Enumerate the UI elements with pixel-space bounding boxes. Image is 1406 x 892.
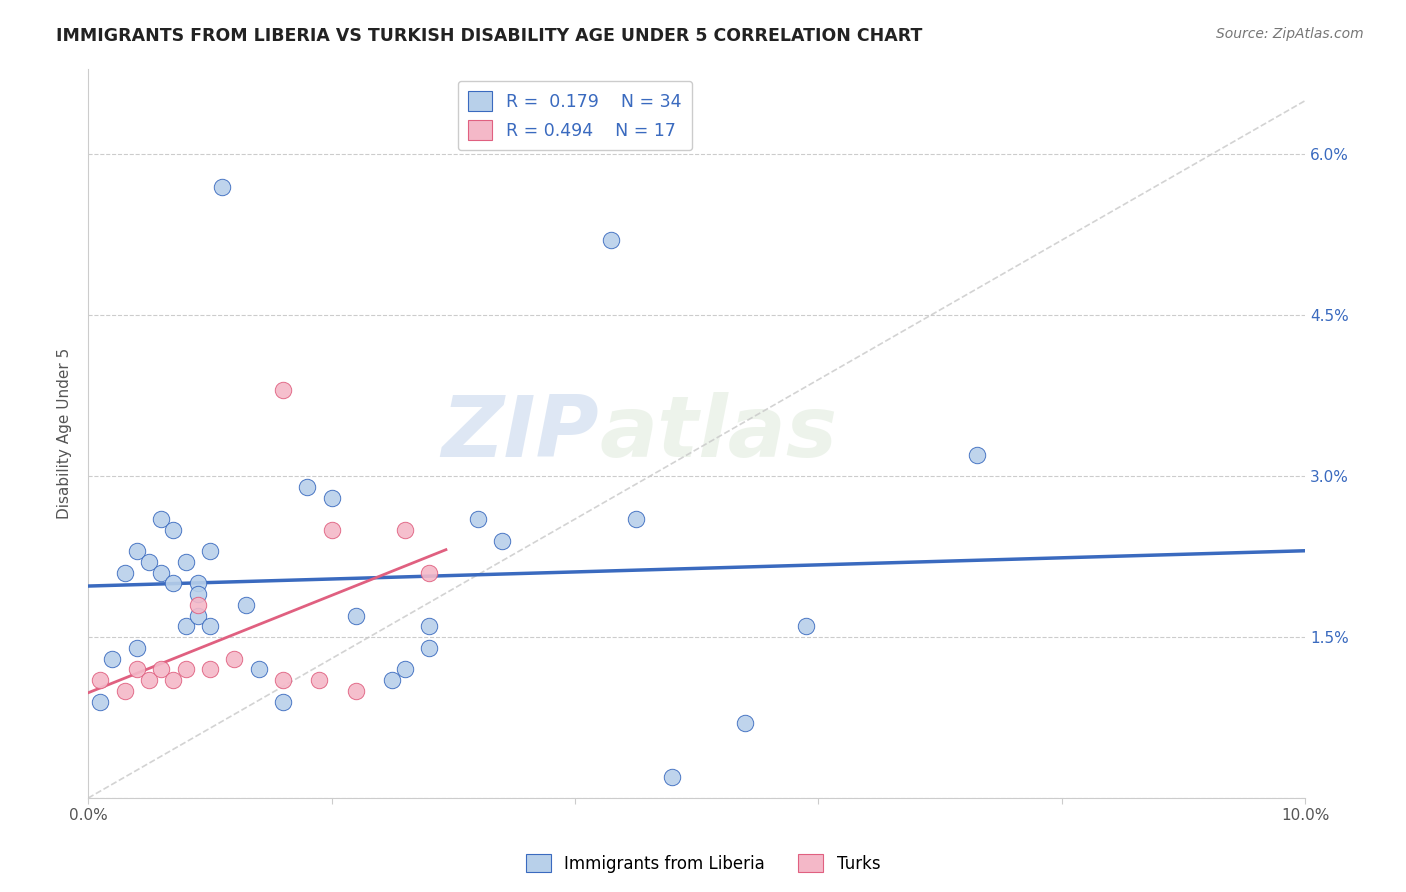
Point [247, 662, 270, 676]
Point [162, 523, 184, 537]
Point [138, 555, 160, 569]
Point [198, 619, 221, 633]
Point [321, 491, 343, 505]
Point [321, 523, 343, 537]
Point [624, 512, 647, 526]
Point [150, 512, 173, 526]
Point [187, 598, 209, 612]
Legend: Immigrants from Liberia, Turks: Immigrants from Liberia, Turks [519, 847, 887, 880]
Point [125, 544, 148, 558]
Point [418, 619, 440, 633]
Point [966, 448, 988, 462]
Point [734, 715, 756, 730]
Point [125, 662, 148, 676]
Y-axis label: Disability Age Under 5: Disability Age Under 5 [58, 348, 72, 519]
Point [418, 640, 440, 655]
Point [308, 673, 330, 687]
Point [467, 512, 489, 526]
Point [174, 619, 197, 633]
Point [150, 566, 173, 580]
Point [600, 233, 623, 247]
Point [187, 608, 209, 623]
Text: Source: ZipAtlas.com: Source: ZipAtlas.com [1216, 27, 1364, 41]
Point [491, 533, 513, 548]
Point [224, 651, 246, 665]
Text: ZIP: ZIP [441, 392, 599, 475]
Point [394, 523, 416, 537]
Point [271, 384, 294, 398]
Point [344, 683, 367, 698]
Point [187, 576, 209, 591]
Point [344, 608, 367, 623]
Point [235, 598, 257, 612]
Point [174, 555, 197, 569]
Point [101, 651, 124, 665]
Point [174, 662, 197, 676]
Point [211, 179, 233, 194]
Point [794, 619, 817, 633]
Point [418, 566, 440, 580]
Point [271, 673, 294, 687]
Point [162, 576, 184, 591]
Point [198, 544, 221, 558]
Point [89, 694, 111, 708]
Point [89, 673, 111, 687]
Text: IMMIGRANTS FROM LIBERIA VS TURKISH DISABILITY AGE UNDER 5 CORRELATION CHART: IMMIGRANTS FROM LIBERIA VS TURKISH DISAB… [56, 27, 922, 45]
Point [271, 694, 294, 708]
Point [661, 770, 683, 784]
Point [114, 566, 136, 580]
Point [138, 673, 160, 687]
Point [187, 587, 209, 601]
Point [381, 673, 404, 687]
Legend: R =  0.179    N = 34, R = 0.494    N = 17: R = 0.179 N = 34, R = 0.494 N = 17 [458, 81, 692, 151]
Point [394, 662, 416, 676]
Point [162, 673, 184, 687]
Point [295, 480, 318, 494]
Text: atlas: atlas [599, 392, 838, 475]
Point [198, 662, 221, 676]
Point [114, 683, 136, 698]
Point [125, 640, 148, 655]
Point [150, 662, 173, 676]
